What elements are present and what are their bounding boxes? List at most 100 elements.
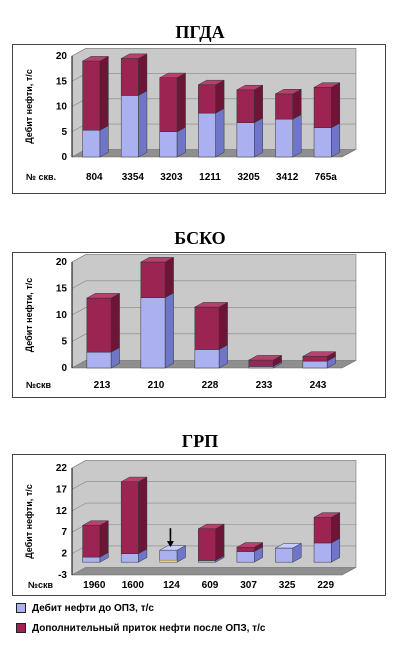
bar-after-side — [138, 476, 148, 555]
y-tick-label: 22 — [56, 463, 68, 474]
bar-after — [236, 546, 255, 552]
bar-after-top — [275, 89, 302, 95]
bar-after — [194, 306, 220, 350]
legend-label-after: Дополнительный приток нефти после ОПЗ, т… — [32, 622, 266, 634]
bar-after-top — [121, 53, 148, 59]
legend-label-before: Дебит нефти до ОПЗ, т/с — [32, 602, 154, 614]
bar-before-side — [254, 117, 263, 158]
chart-pgda: 0 5 10 15 20 Дебит нефти, т/с № скв. 804 3354 320… — [24, 47, 357, 183]
bar-before-side — [176, 126, 186, 158]
grid-line — [71, 460, 87, 469]
bar-after-side — [138, 53, 148, 96]
bar-before — [236, 122, 255, 158]
grid-line — [71, 280, 87, 289]
y-tick-label: 17 — [56, 484, 68, 495]
bar-after — [313, 87, 332, 128]
x-tick-label: 124 — [163, 580, 180, 591]
bar-after — [120, 481, 139, 554]
y-tick-label: 2 — [61, 549, 67, 560]
bar-after-top — [236, 542, 263, 548]
bar-before — [198, 560, 216, 563]
bar-after-top — [194, 302, 228, 308]
y-tick-label: 10 — [56, 102, 68, 113]
bar-before — [313, 127, 332, 158]
bar-after-top — [198, 79, 225, 86]
bar-before-side — [99, 125, 109, 158]
bar-after — [86, 297, 112, 353]
bar-after — [120, 58, 139, 96]
y-axis-label: Дебит нефти, т/с — [24, 69, 34, 143]
bar-before-top — [159, 545, 186, 551]
bar-after — [313, 516, 332, 544]
bar-after-side — [292, 88, 302, 120]
bar-after-side — [164, 256, 174, 298]
bar-before — [198, 112, 216, 158]
bar-before-side — [215, 108, 225, 158]
y-tick-label: 7 — [61, 527, 67, 538]
x-tick-label: 3205 — [237, 172, 260, 183]
legend-swatch-after — [16, 623, 26, 633]
bar-before — [194, 349, 220, 369]
chart-title-bsko: БСКО — [174, 228, 226, 248]
grid-line — [71, 481, 87, 490]
chart-bsko: 0 5 10 15 20 Дебит нефти, т/с №скв 213 210 228 233… — [24, 253, 357, 391]
bar-after-top — [159, 72, 186, 78]
grid-line — [71, 48, 87, 57]
bar-before — [159, 131, 178, 158]
grid-line — [71, 502, 87, 512]
x-tick-label: 229 — [317, 580, 334, 591]
bar-after-top — [198, 523, 225, 530]
bar-after — [140, 261, 166, 298]
x-tick-label: 228 — [202, 380, 219, 391]
y-tick-label: 10 — [56, 310, 68, 321]
bar-after — [275, 93, 294, 120]
legend-swatch-before — [16, 603, 26, 613]
grid-line — [71, 333, 87, 342]
y-tick-label: 15 — [56, 76, 68, 87]
bar-after — [236, 89, 255, 123]
x-tick-label: 3354 — [122, 172, 145, 183]
x-tick-label: 1960 — [83, 580, 106, 591]
y-axis-label: Дебит нефти, т/с — [24, 484, 34, 558]
bar-after-side — [331, 82, 341, 129]
y-tick-label: 20 — [56, 257, 68, 268]
bar-after — [302, 356, 328, 362]
x-tick-label: 804 — [86, 172, 103, 183]
y-tick-label: 12 — [56, 506, 68, 517]
annotation-arrow-head — [166, 541, 174, 548]
bar-after-side — [176, 72, 186, 133]
grid-line — [71, 307, 87, 316]
bar-after-top — [121, 476, 148, 482]
bar-before — [86, 351, 112, 369]
bar-after-top — [313, 512, 340, 518]
y-tick-label: 0 — [61, 363, 67, 374]
y-tick-label: 15 — [56, 284, 68, 295]
bar-before-side — [138, 90, 148, 158]
bar-after-top — [248, 355, 282, 361]
x-tick-label: 609 — [202, 580, 219, 591]
legend-item-after: Дополнительный приток нефти после ОПЗ, т… — [16, 618, 396, 638]
bar-before — [275, 547, 294, 563]
x-tick-label: 1211 — [199, 172, 221, 183]
bar-after-top — [82, 520, 109, 526]
x-tick-label: 765a — [315, 172, 338, 183]
bar-after-side — [254, 84, 263, 124]
chart-grp: -3 2 7 12 17 22 Дебит нефти, т/с №скв 1960 1600 12… — [24, 459, 357, 591]
x-axis-label: № скв. — [26, 172, 56, 182]
chart-title-pgda: ПГДА — [175, 22, 225, 42]
y-tick-label: 5 — [61, 337, 67, 348]
bar-after — [198, 84, 216, 114]
chart-title-grp: ГРП — [181, 431, 219, 451]
chart-floor — [71, 567, 357, 576]
x-tick-label: 1600 — [122, 580, 145, 591]
bar-before-top — [275, 543, 302, 549]
x-tick-label: 213 — [94, 380, 111, 391]
bar-after-side — [99, 56, 109, 131]
bar-before — [120, 95, 139, 158]
grid-line — [71, 567, 87, 576]
bar-marker — [159, 559, 178, 563]
bar-before — [82, 129, 101, 158]
bar-before-side — [331, 122, 341, 158]
bar-after-side — [215, 523, 225, 561]
bar-before — [120, 553, 139, 563]
